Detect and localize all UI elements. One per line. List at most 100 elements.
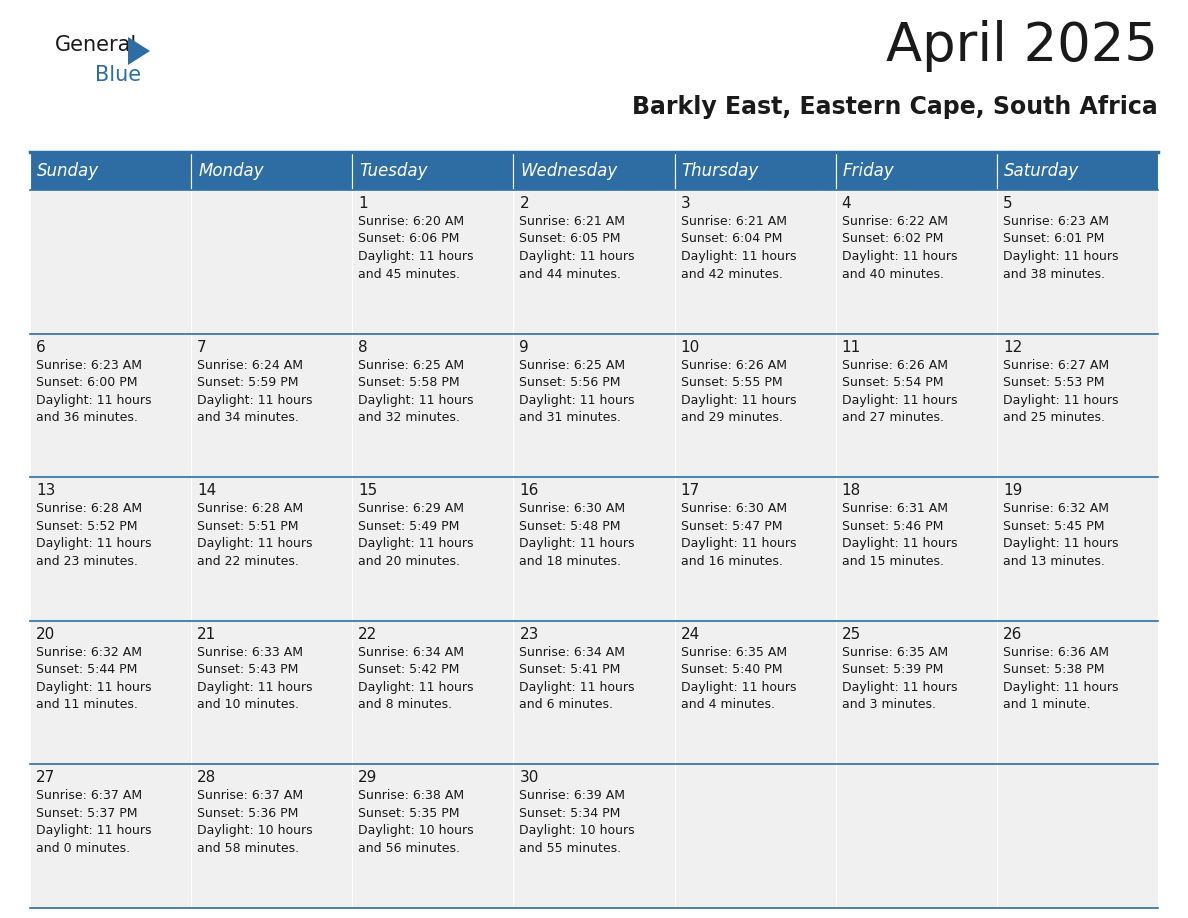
Text: Sunrise: 6:37 AM
Sunset: 5:36 PM
Daylight: 10 hours
and 58 minutes.: Sunrise: 6:37 AM Sunset: 5:36 PM Dayligh… [197, 789, 312, 855]
Bar [513, 333, 675, 477]
Text: 15: 15 [359, 483, 378, 498]
Text: 23: 23 [519, 627, 539, 642]
Bar [191, 621, 353, 765]
Text: Sunrise: 6:28 AM
Sunset: 5:52 PM
Daylight: 11 hours
and 23 minutes.: Sunrise: 6:28 AM Sunset: 5:52 PM Dayligh… [36, 502, 152, 567]
Bar [353, 765, 513, 908]
Text: 1: 1 [359, 196, 368, 211]
Bar [353, 477, 513, 621]
Bar [997, 765, 1158, 908]
Text: Sunrise: 6:37 AM
Sunset: 5:37 PM
Daylight: 11 hours
and 0 minutes.: Sunrise: 6:37 AM Sunset: 5:37 PM Dayligh… [36, 789, 152, 855]
Text: Sunrise: 6:20 AM
Sunset: 6:06 PM
Daylight: 11 hours
and 45 minutes.: Sunrise: 6:20 AM Sunset: 6:06 PM Dayligh… [359, 215, 474, 281]
Text: 17: 17 [681, 483, 700, 498]
Text: Sunrise: 6:27 AM
Sunset: 5:53 PM
Daylight: 11 hours
and 25 minutes.: Sunrise: 6:27 AM Sunset: 5:53 PM Dayligh… [1003, 359, 1118, 424]
Text: Sunrise: 6:23 AM
Sunset: 6:01 PM
Daylight: 11 hours
and 38 minutes.: Sunrise: 6:23 AM Sunset: 6:01 PM Dayligh… [1003, 215, 1118, 281]
Text: Sunrise: 6:33 AM
Sunset: 5:43 PM
Daylight: 11 hours
and 10 minutes.: Sunrise: 6:33 AM Sunset: 5:43 PM Dayligh… [197, 645, 312, 711]
Bar [30, 621, 191, 765]
Text: Sunrise: 6:30 AM
Sunset: 5:48 PM
Daylight: 11 hours
and 18 minutes.: Sunrise: 6:30 AM Sunset: 5:48 PM Dayligh… [519, 502, 634, 567]
Text: 22: 22 [359, 627, 378, 642]
Bar [835, 765, 997, 908]
Text: 10: 10 [681, 340, 700, 354]
Text: Sunrise: 6:24 AM
Sunset: 5:59 PM
Daylight: 11 hours
and 34 minutes.: Sunrise: 6:24 AM Sunset: 5:59 PM Dayligh… [197, 359, 312, 424]
Text: 3: 3 [681, 196, 690, 211]
Text: Sunrise: 6:34 AM
Sunset: 5:41 PM
Daylight: 11 hours
and 6 minutes.: Sunrise: 6:34 AM Sunset: 5:41 PM Dayligh… [519, 645, 634, 711]
Text: Sunrise: 6:23 AM
Sunset: 6:00 PM
Daylight: 11 hours
and 36 minutes.: Sunrise: 6:23 AM Sunset: 6:00 PM Dayligh… [36, 359, 152, 424]
Text: 2: 2 [519, 196, 529, 211]
Text: Sunrise: 6:36 AM
Sunset: 5:38 PM
Daylight: 11 hours
and 1 minute.: Sunrise: 6:36 AM Sunset: 5:38 PM Dayligh… [1003, 645, 1118, 711]
Bar [997, 152, 1158, 190]
Bar [675, 152, 835, 190]
Text: Sunrise: 6:35 AM
Sunset: 5:40 PM
Daylight: 11 hours
and 4 minutes.: Sunrise: 6:35 AM Sunset: 5:40 PM Dayligh… [681, 645, 796, 711]
Text: Sunrise: 6:26 AM
Sunset: 5:55 PM
Daylight: 11 hours
and 29 minutes.: Sunrise: 6:26 AM Sunset: 5:55 PM Dayligh… [681, 359, 796, 424]
Bar [353, 190, 513, 333]
Bar [835, 477, 997, 621]
Bar [835, 333, 997, 477]
Text: 29: 29 [359, 770, 378, 786]
Bar [30, 765, 191, 908]
Text: 11: 11 [842, 340, 861, 354]
Text: Sunrise: 6:21 AM
Sunset: 6:05 PM
Daylight: 11 hours
and 44 minutes.: Sunrise: 6:21 AM Sunset: 6:05 PM Dayligh… [519, 215, 634, 281]
Bar [353, 152, 513, 190]
Bar [513, 152, 675, 190]
Text: 19: 19 [1003, 483, 1022, 498]
Bar [30, 333, 191, 477]
Text: Sunrise: 6:28 AM
Sunset: 5:51 PM
Daylight: 11 hours
and 22 minutes.: Sunrise: 6:28 AM Sunset: 5:51 PM Dayligh… [197, 502, 312, 567]
Text: Sunrise: 6:35 AM
Sunset: 5:39 PM
Daylight: 11 hours
and 3 minutes.: Sunrise: 6:35 AM Sunset: 5:39 PM Dayligh… [842, 645, 958, 711]
Bar [997, 621, 1158, 765]
Bar [191, 190, 353, 333]
Text: Sunrise: 6:32 AM
Sunset: 5:45 PM
Daylight: 11 hours
and 13 minutes.: Sunrise: 6:32 AM Sunset: 5:45 PM Dayligh… [1003, 502, 1118, 567]
Text: Sunrise: 6:22 AM
Sunset: 6:02 PM
Daylight: 11 hours
and 40 minutes.: Sunrise: 6:22 AM Sunset: 6:02 PM Dayligh… [842, 215, 958, 281]
Text: Sunrise: 6:29 AM
Sunset: 5:49 PM
Daylight: 11 hours
and 20 minutes.: Sunrise: 6:29 AM Sunset: 5:49 PM Dayligh… [359, 502, 474, 567]
Text: Barkly East, Eastern Cape, South Africa: Barkly East, Eastern Cape, South Africa [632, 95, 1158, 119]
Text: 5: 5 [1003, 196, 1012, 211]
Text: Sunrise: 6:21 AM
Sunset: 6:04 PM
Daylight: 11 hours
and 42 minutes.: Sunrise: 6:21 AM Sunset: 6:04 PM Dayligh… [681, 215, 796, 281]
Polygon shape [128, 37, 150, 65]
Bar [675, 765, 835, 908]
Text: Thursday: Thursday [682, 162, 759, 180]
Text: Sunrise: 6:32 AM
Sunset: 5:44 PM
Daylight: 11 hours
and 11 minutes.: Sunrise: 6:32 AM Sunset: 5:44 PM Dayligh… [36, 645, 152, 711]
Text: 7: 7 [197, 340, 207, 354]
Text: Sunday: Sunday [37, 162, 99, 180]
Text: Monday: Monday [198, 162, 264, 180]
Bar [675, 621, 835, 765]
Bar [675, 333, 835, 477]
Bar [353, 621, 513, 765]
Text: Sunrise: 6:25 AM
Sunset: 5:56 PM
Daylight: 11 hours
and 31 minutes.: Sunrise: 6:25 AM Sunset: 5:56 PM Dayligh… [519, 359, 634, 424]
Text: 13: 13 [36, 483, 56, 498]
Bar [191, 765, 353, 908]
Bar [835, 190, 997, 333]
Bar [513, 477, 675, 621]
Text: 25: 25 [842, 627, 861, 642]
Text: Blue: Blue [95, 65, 141, 85]
Text: 26: 26 [1003, 627, 1022, 642]
Bar [30, 152, 191, 190]
Text: Saturday: Saturday [1004, 162, 1079, 180]
Bar [835, 621, 997, 765]
Text: General: General [55, 35, 138, 55]
Bar [191, 152, 353, 190]
Text: 12: 12 [1003, 340, 1022, 354]
Bar [997, 333, 1158, 477]
Bar [30, 190, 191, 333]
Bar [513, 621, 675, 765]
Text: 21: 21 [197, 627, 216, 642]
Text: Wednesday: Wednesday [520, 162, 618, 180]
Text: 27: 27 [36, 770, 56, 786]
Bar [513, 765, 675, 908]
Text: 14: 14 [197, 483, 216, 498]
Text: Sunrise: 6:38 AM
Sunset: 5:35 PM
Daylight: 10 hours
and 56 minutes.: Sunrise: 6:38 AM Sunset: 5:35 PM Dayligh… [359, 789, 474, 855]
Text: 28: 28 [197, 770, 216, 786]
Text: Sunrise: 6:25 AM
Sunset: 5:58 PM
Daylight: 11 hours
and 32 minutes.: Sunrise: 6:25 AM Sunset: 5:58 PM Dayligh… [359, 359, 474, 424]
Text: Sunrise: 6:31 AM
Sunset: 5:46 PM
Daylight: 11 hours
and 15 minutes.: Sunrise: 6:31 AM Sunset: 5:46 PM Dayligh… [842, 502, 958, 567]
Text: Sunrise: 6:26 AM
Sunset: 5:54 PM
Daylight: 11 hours
and 27 minutes.: Sunrise: 6:26 AM Sunset: 5:54 PM Dayligh… [842, 359, 958, 424]
Text: April 2025: April 2025 [886, 20, 1158, 72]
Bar [513, 190, 675, 333]
Text: Tuesday: Tuesday [359, 162, 428, 180]
Text: Sunrise: 6:34 AM
Sunset: 5:42 PM
Daylight: 11 hours
and 8 minutes.: Sunrise: 6:34 AM Sunset: 5:42 PM Dayligh… [359, 645, 474, 711]
Bar [997, 190, 1158, 333]
Bar [191, 333, 353, 477]
Bar [835, 152, 997, 190]
Text: 4: 4 [842, 196, 852, 211]
Bar [675, 477, 835, 621]
Bar [675, 190, 835, 333]
Text: 24: 24 [681, 627, 700, 642]
